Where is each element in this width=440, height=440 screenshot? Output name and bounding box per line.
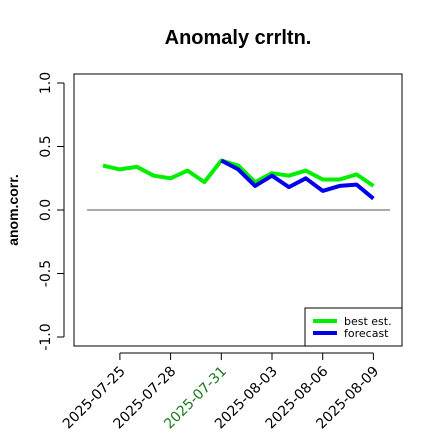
- legend-box: [304, 307, 403, 347]
- series-layer: [102, 158, 375, 201]
- legend: best est.forecast: [304, 307, 403, 347]
- y-tick-label: 0.5: [38, 135, 54, 157]
- y-axis: -1.0 -0.5 0.0 0.5 1.0: [38, 72, 65, 351]
- series-line-forecast: [220, 158, 375, 201]
- y-tick-label: -0.5: [38, 260, 54, 287]
- y-tick-label: -1.0: [38, 323, 54, 350]
- y-axis-title: anom.corr.: [5, 174, 21, 246]
- legend-label: forecast: [344, 327, 389, 340]
- series-line-best-est: [102, 158, 375, 188]
- y-tick-label: 0.0: [38, 199, 54, 221]
- chart-title: Anomaly crrltn.: [165, 27, 312, 49]
- plot-frame: [73, 73, 403, 347]
- x-axis: 2025-07-252025-07-282025-07-312025-08-03…: [60, 352, 382, 432]
- legend-label: best est.: [344, 315, 392, 328]
- y-tick-label: 1.0: [38, 72, 54, 94]
